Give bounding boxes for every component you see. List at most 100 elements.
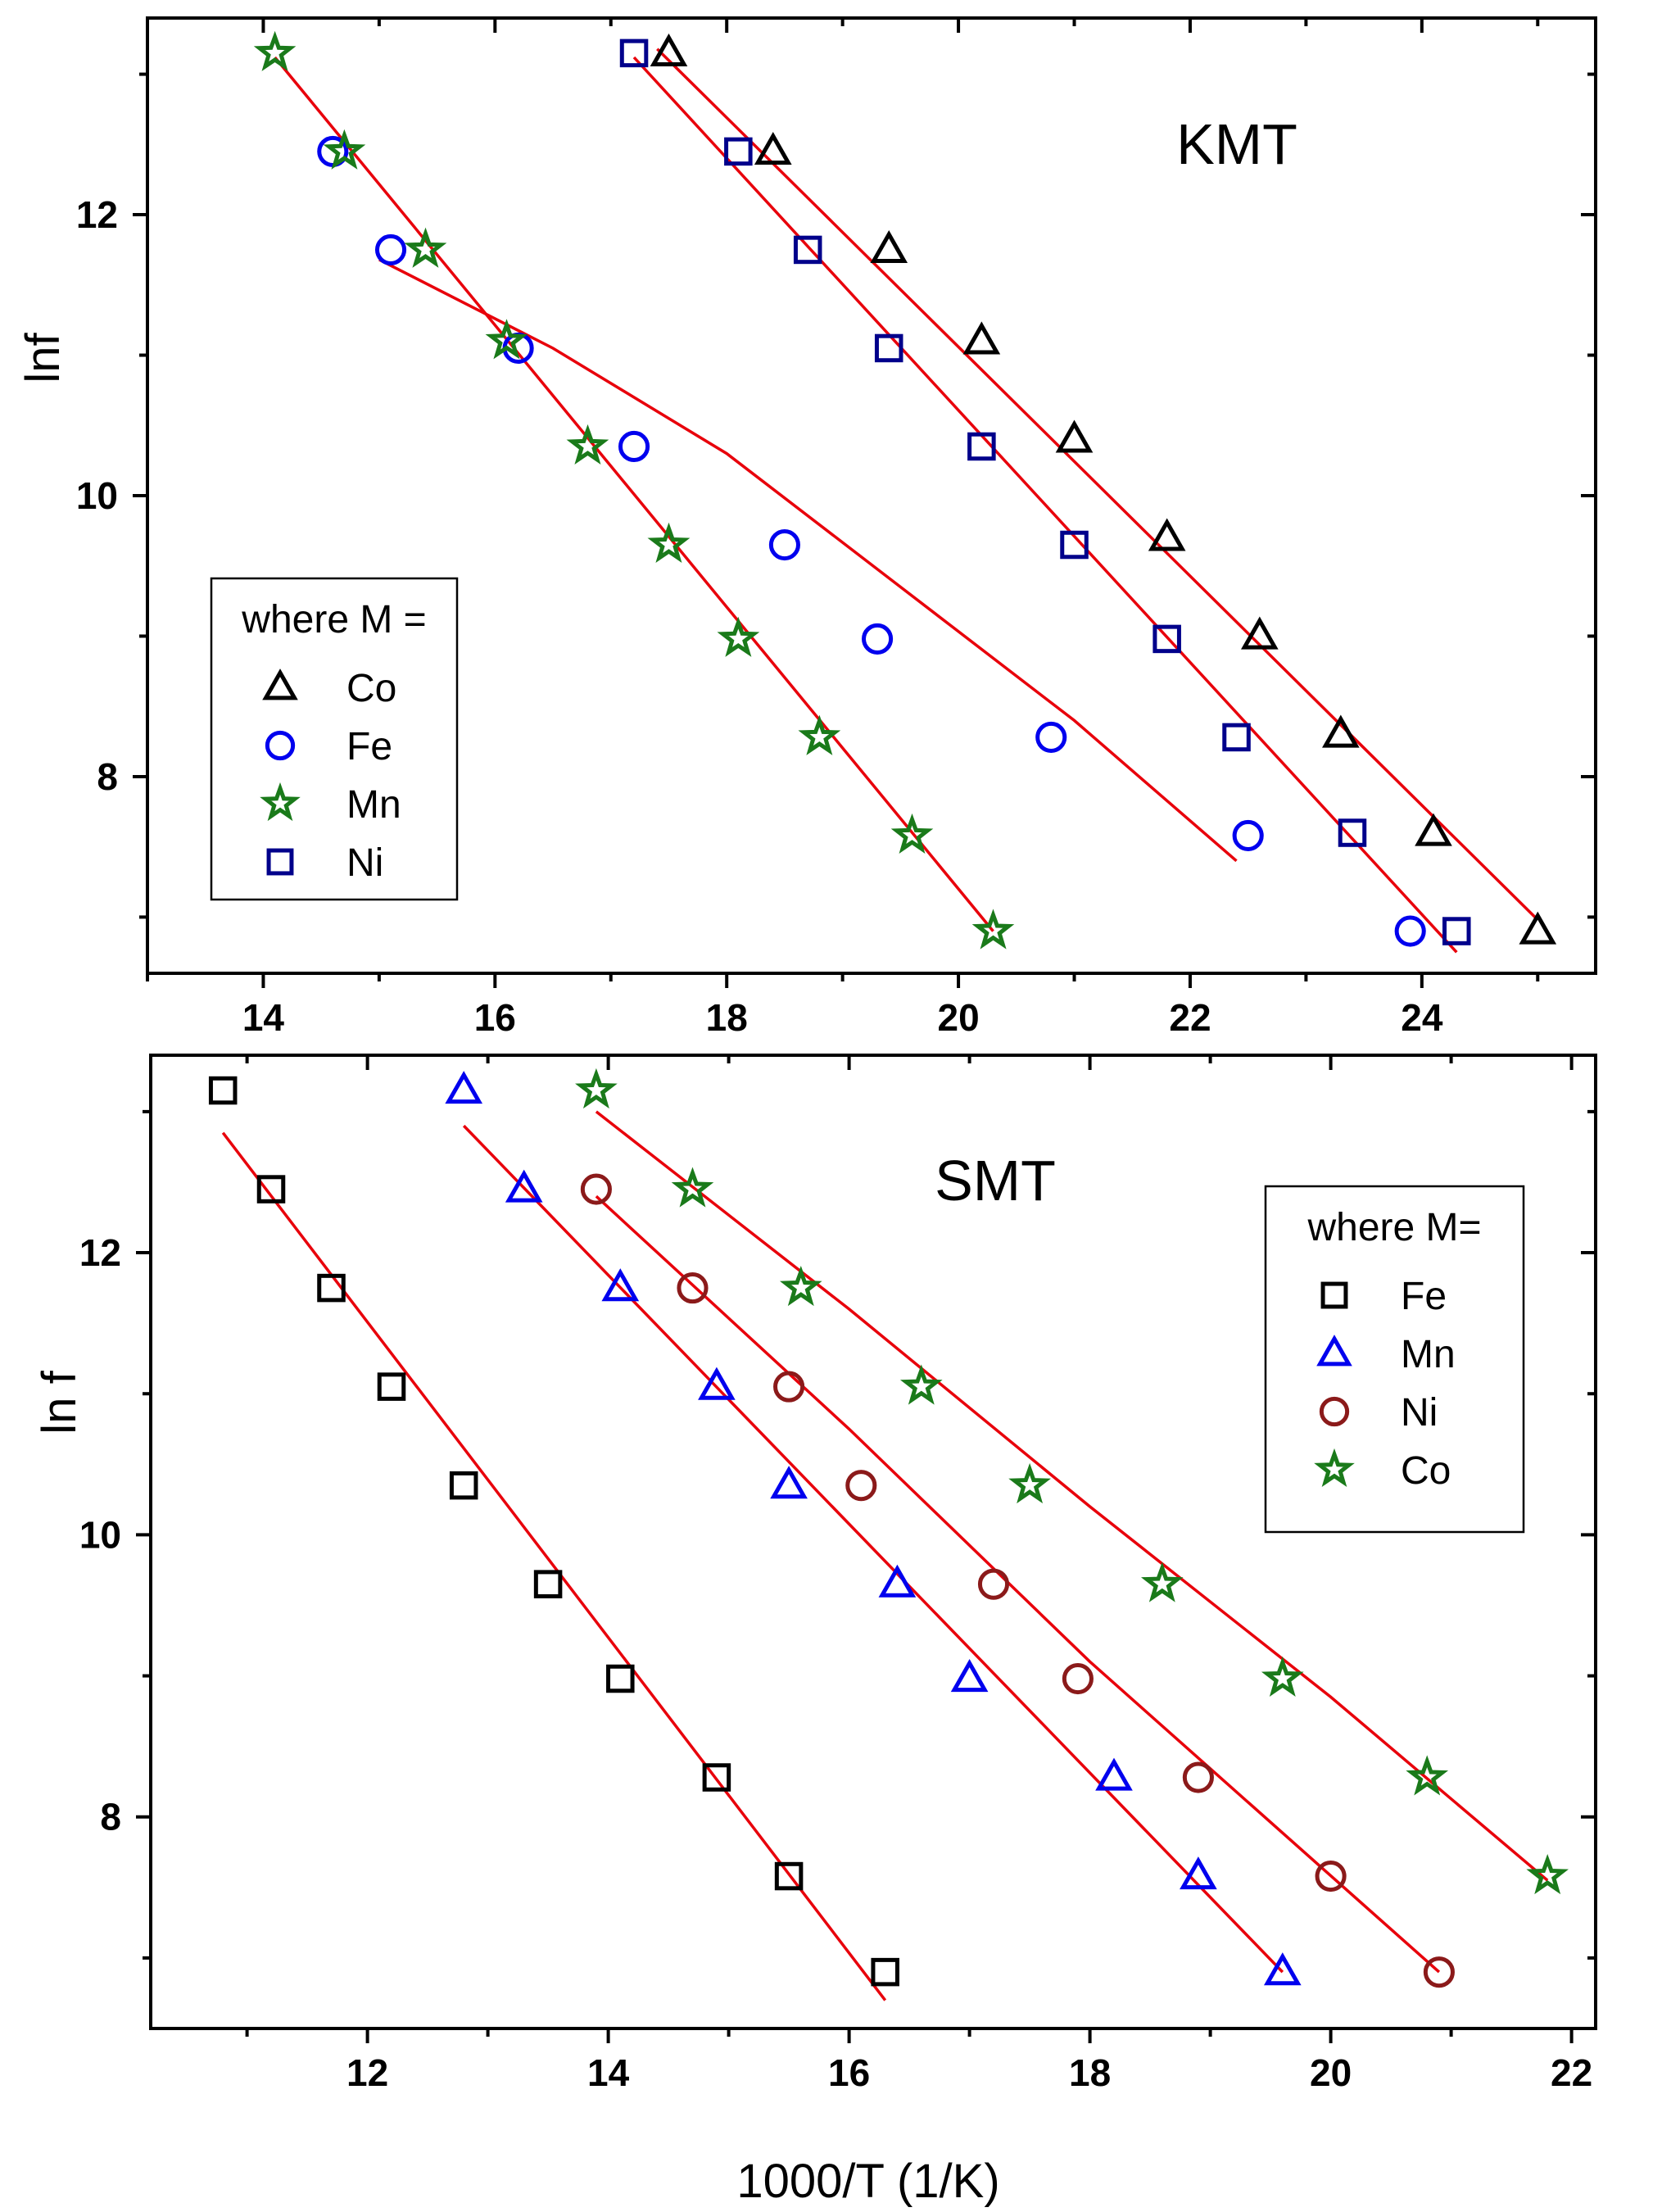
x-tick-label: 22	[1551, 2051, 1592, 2094]
data-point-mn	[798, 714, 841, 755]
data-point-co	[962, 321, 1001, 355]
data-point-co	[780, 1265, 822, 1307]
fit-line-ni	[632, 56, 1458, 954]
fit-line-co	[595, 1110, 1549, 1882]
data-point-ni	[1222, 723, 1251, 752]
legend-box	[210, 577, 459, 901]
x-tick-label: 20	[1310, 2051, 1352, 2094]
y-tick-label: 8	[100, 1796, 121, 1838]
legend-label-co: Co	[346, 667, 396, 710]
data-point-ni	[874, 333, 903, 363]
fit-line-fe	[378, 258, 1238, 863]
legend-label-ni: Ni	[1401, 1391, 1438, 1435]
legend-title: where M =	[241, 598, 426, 641]
data-point-ni	[1152, 624, 1181, 654]
x-tick-label: 18	[706, 996, 748, 1039]
data-point-ni	[793, 235, 822, 265]
x-tick-label: 20	[937, 996, 979, 1039]
data-point-co	[1148, 518, 1186, 551]
data-point-fe	[449, 1471, 478, 1500]
kmt-panel: 14 16 18 20 22 24 8 10 12 lnf KMT where M = Co Fe Mn Ni	[16, 16, 1597, 1039]
data-point-mn	[485, 319, 528, 360]
data-point-mn	[505, 1169, 543, 1203]
data-point-fe	[256, 1175, 286, 1203]
data-point-mn	[323, 129, 366, 170]
data-point-ni	[724, 137, 753, 166]
data-point-ni	[773, 1371, 805, 1403]
y-axis-title: lnf	[16, 332, 70, 383]
data-point-ni	[1182, 1761, 1214, 1793]
y-tick-label: 10	[76, 474, 118, 517]
fit-line-mn	[274, 56, 994, 932]
data-point-ni	[1338, 818, 1367, 847]
legend-marker-mn	[260, 782, 301, 822]
y-tick-label: 12	[76, 193, 118, 236]
data-point-fe	[702, 1763, 731, 1792]
y-axis-title: ln f	[33, 1370, 86, 1434]
data-point-ni	[619, 39, 649, 68]
data-point-fe	[533, 1570, 563, 1598]
data-point-fe	[618, 430, 650, 463]
legend-label-co: Co	[1401, 1449, 1451, 1493]
legend-marker-fe	[1320, 1281, 1348, 1309]
data-point-co	[575, 1067, 618, 1109]
legend-marker-mn	[1316, 1335, 1352, 1367]
legend-label-ni: Ni	[346, 841, 383, 885]
data-point-mn	[1180, 1856, 1217, 1890]
legend-marker-ni	[1319, 1396, 1350, 1427]
data-point-fe	[1035, 721, 1067, 753]
data-point-ni	[1060, 530, 1089, 560]
data-point-ni	[677, 1272, 709, 1304]
panel-title: SMT	[935, 1149, 1056, 1213]
x-tick-label: 14	[587, 2051, 630, 2094]
data-point-ni	[1423, 1956, 1455, 1988]
smt-panel: 12 14 16 18 20 22 8 10 12 ln f SMT where M= Fe Mn Ni Co	[33, 1054, 1597, 2094]
legend-label-fe: Fe	[346, 725, 392, 768]
data-point-mn	[717, 616, 760, 657]
legend-title: where M=	[1306, 1206, 1481, 1249]
data-point-co	[754, 131, 792, 165]
data-point-co	[1055, 419, 1094, 453]
legend-marker-co	[262, 669, 298, 700]
data-point-mn	[698, 1367, 736, 1400]
data-point-co	[1261, 1656, 1304, 1697]
data-point-ni	[845, 1470, 877, 1502]
data-point-ni	[1442, 917, 1471, 945]
data-point-co	[671, 1167, 714, 1208]
data-point-co	[1322, 714, 1360, 748]
data-point-ni	[1062, 1662, 1094, 1695]
x-tick-label: 12	[346, 2051, 388, 2094]
data-point-fe	[862, 623, 894, 655]
legend-label-fe: Fe	[1401, 1275, 1447, 1318]
x-tick-label: 24	[1401, 996, 1443, 1039]
data-point-fe	[317, 1273, 346, 1303]
legend-marker-ni	[266, 848, 294, 876]
data-point-mn	[404, 227, 447, 268]
data-point-co	[899, 1364, 943, 1405]
data-point-mn	[601, 1268, 640, 1302]
data-point-mn	[1095, 1757, 1133, 1791]
data-point-co	[650, 33, 688, 66]
data-point-mn	[253, 30, 297, 71]
legend-marker-fe	[265, 730, 296, 761]
data-point-co	[1008, 1462, 1051, 1504]
y-tick-label: 12	[79, 1231, 121, 1274]
fit-line-ni	[595, 1194, 1441, 1974]
data-point-ni	[580, 1173, 612, 1205]
x-tick-label: 16	[828, 2051, 870, 2094]
data-point-fe	[1232, 819, 1264, 852]
data-point-fe	[374, 233, 407, 265]
x-tick-label: 14	[242, 996, 285, 1039]
fit-line-co	[656, 48, 1539, 922]
data-point-fe	[1394, 915, 1426, 947]
data-point-ni	[967, 432, 996, 461]
data-point-fe	[768, 528, 800, 561]
fit-line-mn	[462, 1124, 1284, 1974]
x-tick-label: 18	[1069, 2051, 1111, 2094]
data-point-mn	[950, 1659, 989, 1693]
data-point-fe	[208, 1076, 238, 1105]
y-tick-label: 10	[79, 1513, 121, 1556]
data-point-fe	[377, 1372, 406, 1401]
data-point-ni	[1315, 1860, 1347, 1892]
y-tick-label: 8	[97, 755, 118, 798]
